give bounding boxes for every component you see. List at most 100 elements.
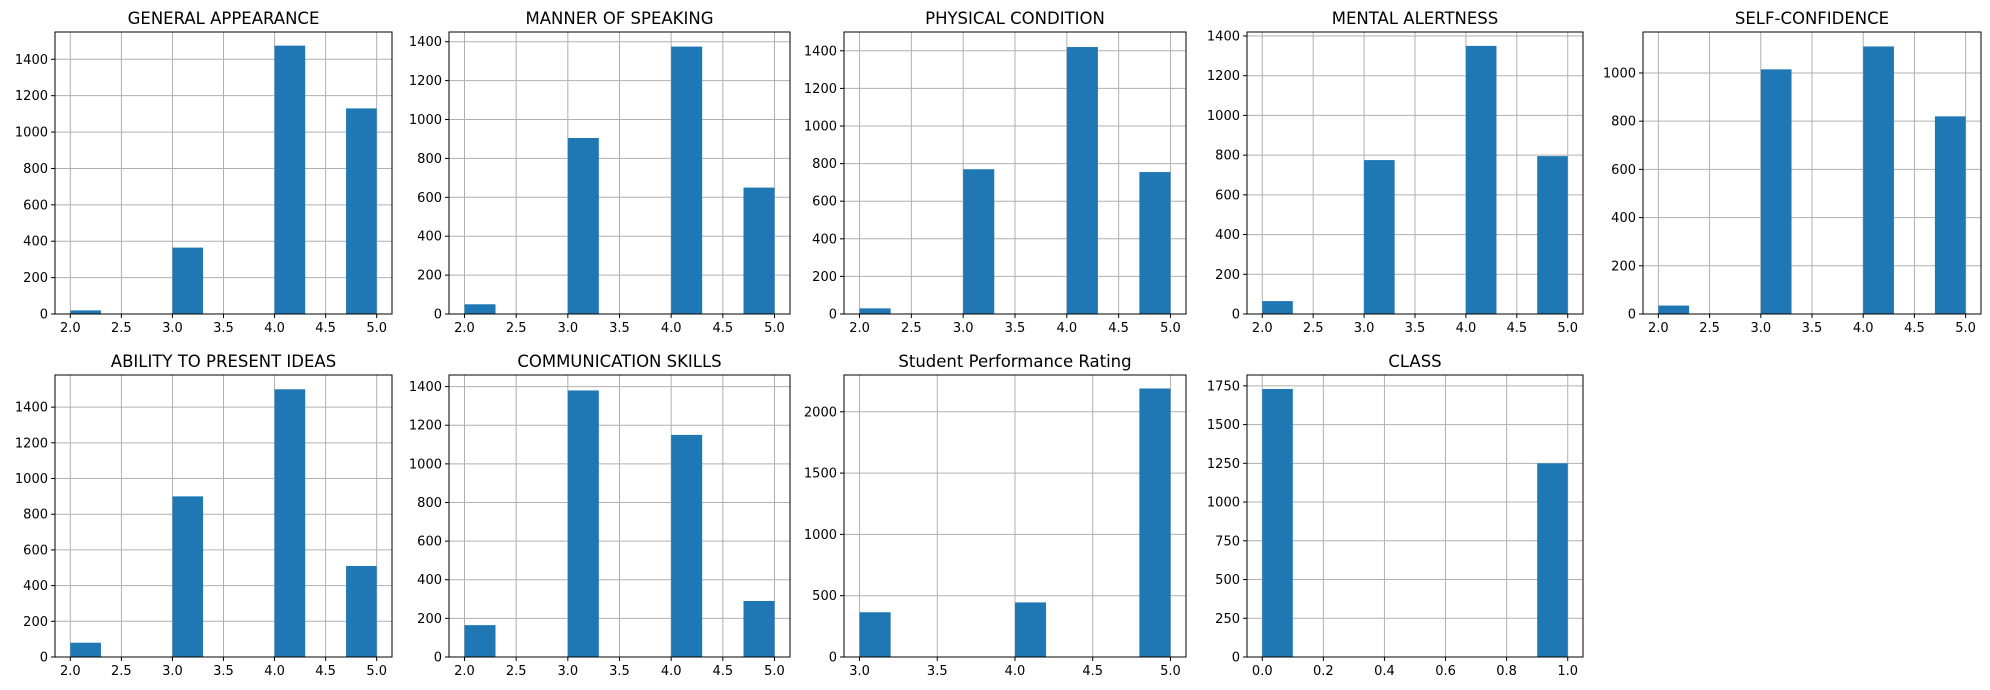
subplot-7: 2.0 2.5 3.0 3.5 4.0 4.5 5.0 0 200 400 600 800 1000 12… [409, 352, 791, 679]
histogram-bar [743, 187, 775, 314]
y-tick-label: 1750 [1207, 379, 1240, 394]
x-tick-label: 3.0 [953, 321, 974, 336]
histogram-bar [1139, 388, 1171, 657]
y-tick-label: 1000 [1207, 496, 1240, 511]
y-tick-label: 800 [417, 152, 442, 167]
y-tick-label: 1000 [1603, 66, 1636, 81]
y-tick-label: 0 [829, 651, 837, 666]
x-tick-label: 0.8 [1496, 664, 1517, 679]
y-tick-label: 1400 [1207, 29, 1240, 44]
subplot-2: 2.0 2.5 3.0 3.5 4.0 4.5 5.0 0 200 400 600 800 1000 12… [409, 9, 791, 336]
histogram-bar [1465, 45, 1497, 315]
y-tick-label: 0 [1628, 308, 1636, 323]
y-tick-label: 1400 [15, 53, 48, 68]
x-tick-label: 5.0 [1160, 664, 1181, 679]
x-tick-label: 3.0 [849, 664, 870, 679]
y-tick-label: 800 [23, 162, 48, 177]
histogram-bar [464, 304, 496, 314]
x-tick-label: 4.0 [661, 321, 682, 336]
subplot-title: MENTAL ALERTNESS [1332, 9, 1499, 28]
histogram-bar [567, 137, 599, 314]
y-tick-label: 1000 [804, 120, 837, 135]
histogram-bar [1934, 116, 1966, 314]
x-tick-label: 2.5 [111, 664, 132, 679]
x-tick-label: 2.0 [1648, 321, 1669, 336]
x-tick-label: 1.0 [1557, 664, 1578, 679]
y-tick-label: 750 [1215, 534, 1240, 549]
x-tick-label: 5.0 [1557, 321, 1578, 336]
x-tick-label: 4.5 [712, 664, 733, 679]
x-tick-label: 4.0 [1005, 664, 1026, 679]
x-tick-label: 5.0 [764, 664, 785, 679]
histogram-bar [464, 625, 496, 657]
y-tick-label: 200 [23, 615, 48, 630]
y-tick-label: 1400 [409, 380, 442, 395]
y-tick-label: 1000 [15, 472, 48, 487]
histogram-bar [1139, 172, 1171, 314]
y-tick-label: 1400 [804, 44, 837, 59]
subplot-title: GENERAL APPEARANCE [128, 9, 320, 28]
y-tick-label: 600 [812, 195, 837, 210]
y-tick-label: 0 [434, 651, 442, 666]
y-tick-label: 250 [1215, 612, 1240, 627]
y-tick-label: 1500 [1207, 418, 1240, 433]
x-tick-label: 3.0 [1750, 321, 1771, 336]
y-tick-label: 1200 [15, 436, 48, 451]
x-tick-label: 5.0 [1955, 321, 1976, 336]
y-tick-label: 600 [417, 535, 442, 550]
y-tick-label: 800 [417, 496, 442, 511]
y-tick-label: 600 [417, 191, 442, 206]
x-tick-label: 3.0 [1354, 321, 1375, 336]
histogram-bar [671, 46, 703, 314]
x-tick-label: 4.5 [315, 664, 336, 679]
histogram-bar [671, 434, 703, 657]
x-tick-label: 0.4 [1374, 664, 1395, 679]
x-tick-label: 3.0 [162, 321, 183, 336]
x-tick-label: 4.0 [264, 321, 285, 336]
y-tick-label: 500 [1215, 573, 1240, 588]
y-tick-label: 200 [417, 269, 442, 284]
y-tick-label: 1250 [1207, 457, 1240, 472]
y-tick-label: 0 [829, 308, 837, 323]
histogram-bar [1262, 388, 1293, 657]
y-tick-label: 400 [23, 235, 48, 250]
x-tick-label: 3.5 [213, 664, 234, 679]
histogram-bar [1760, 69, 1792, 314]
histogram-bar [859, 612, 891, 657]
x-tick-label: 3.0 [557, 664, 578, 679]
x-tick-label: 5.0 [366, 321, 387, 336]
y-tick-label: 200 [812, 270, 837, 285]
histogram-bar [172, 496, 204, 657]
histogram-bar [1658, 305, 1690, 314]
subplot-title: MANNER OF SPEAKING [525, 9, 713, 28]
y-tick-label: 200 [1215, 268, 1240, 283]
x-tick-label: 0.0 [1252, 664, 1273, 679]
y-tick-label: 200 [417, 612, 442, 627]
y-tick-label: 1000 [409, 113, 442, 128]
x-tick-label: 2.0 [454, 664, 475, 679]
y-tick-label: 1400 [15, 401, 48, 416]
x-tick-label: 4.5 [1506, 321, 1527, 336]
subplot-title: PHYSICAL CONDITION [925, 9, 1105, 28]
x-tick-label: 4.5 [1108, 321, 1129, 336]
y-tick-label: 1200 [804, 82, 837, 97]
histogram-bar [1262, 301, 1293, 314]
subplot-title: ABILITY TO PRESENT IDEAS [111, 352, 336, 371]
subplot-title: CLASS [1388, 352, 1441, 371]
y-tick-label: 400 [23, 579, 48, 594]
x-tick-label: 2.0 [60, 321, 81, 336]
x-tick-label: 4.0 [264, 664, 285, 679]
x-tick-label: 4.0 [1056, 321, 1077, 336]
plot-frame [1246, 374, 1584, 658]
y-tick-label: 400 [812, 232, 837, 247]
y-tick-label: 0 [1232, 651, 1240, 666]
y-tick-label: 400 [417, 573, 442, 588]
y-tick-label: 800 [812, 157, 837, 172]
x-tick-label: 3.0 [162, 664, 183, 679]
y-tick-label: 400 [417, 230, 442, 245]
histogram-bar [963, 169, 995, 314]
subplot-title: COMMUNICATION SKILLS [517, 352, 721, 371]
y-tick-label: 1200 [1207, 69, 1240, 84]
x-tick-label: 3.5 [927, 664, 948, 679]
